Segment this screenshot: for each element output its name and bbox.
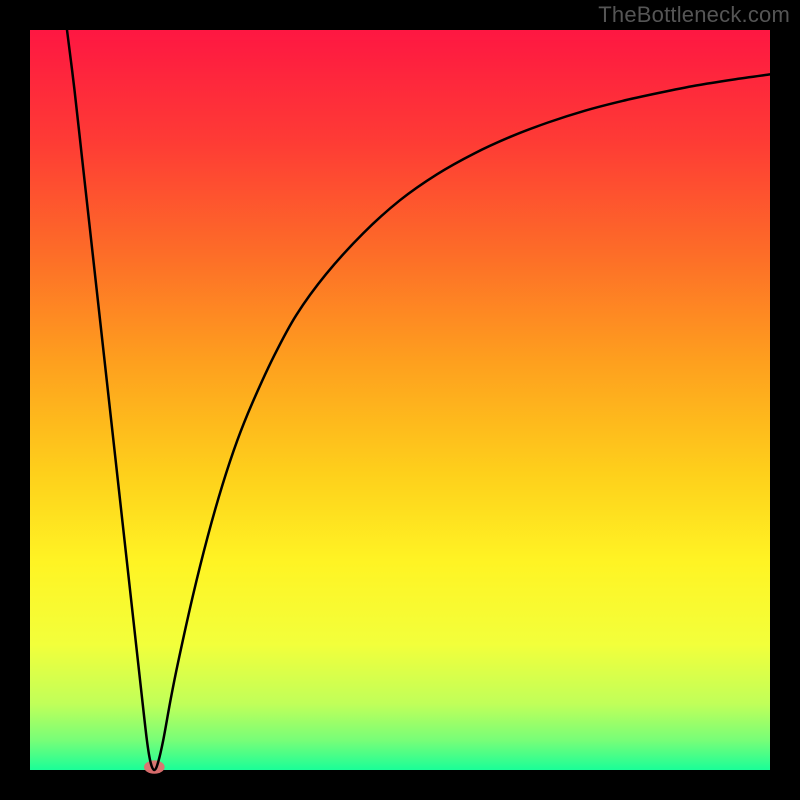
min-marker bbox=[144, 760, 165, 773]
chart-container: TheBottleneck.com bbox=[0, 0, 800, 800]
plot-background bbox=[30, 30, 770, 770]
watermark-text: TheBottleneck.com bbox=[598, 2, 790, 28]
chart-svg bbox=[0, 0, 800, 800]
